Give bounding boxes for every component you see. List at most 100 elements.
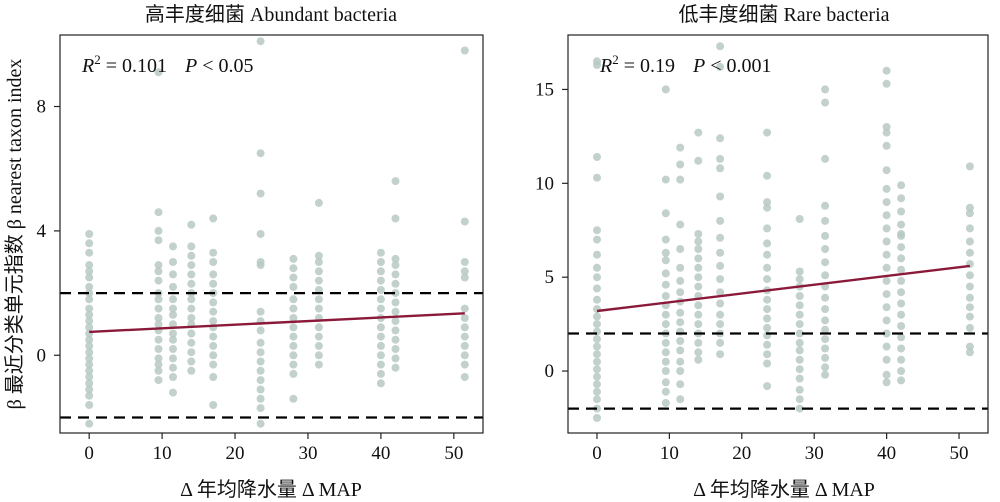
rare-data-point xyxy=(821,370,830,379)
abundant-data-point xyxy=(187,279,196,288)
abundant-data-point xyxy=(187,295,196,304)
rare-x-tick-label: 30 xyxy=(805,443,824,464)
abundant-data-point xyxy=(256,404,265,413)
abundant-data-point xyxy=(85,419,94,428)
abundant-data-point xyxy=(391,298,400,307)
abundant-plot-frame xyxy=(59,34,484,434)
rare-data-point xyxy=(593,153,601,161)
rare-data-point xyxy=(593,284,601,293)
rare-data-point xyxy=(661,348,670,357)
rare-data-point xyxy=(661,378,670,387)
rare-data-point xyxy=(965,224,974,233)
abundant-data-point xyxy=(169,335,177,344)
abundant-data-point xyxy=(314,332,323,341)
abundant-data-point xyxy=(460,323,469,332)
abundant-data-point xyxy=(391,289,400,298)
rare-data-point xyxy=(694,338,703,347)
abundant-data-point xyxy=(289,264,298,273)
rare-data-point xyxy=(593,250,601,259)
abundant-data-point xyxy=(289,360,298,369)
abundant-data-point xyxy=(256,348,265,357)
abundant-r2-value: = 0.101 xyxy=(101,55,167,77)
rare-data-point xyxy=(694,348,703,357)
abundant-data-point xyxy=(169,354,177,363)
abundant-data-point xyxy=(289,332,298,341)
rare-data-point xyxy=(593,414,601,422)
rare-data-point xyxy=(795,404,804,413)
abundant-data-point xyxy=(314,341,323,350)
abundant-data-point xyxy=(391,279,400,288)
abundant-data-point xyxy=(314,258,323,266)
abundant-data-point xyxy=(460,217,469,226)
abundant-data-point xyxy=(376,323,385,332)
abundant-data-point xyxy=(169,295,177,304)
rare-data-point xyxy=(897,310,906,319)
rare-data-point xyxy=(593,387,601,396)
rare-data-point xyxy=(716,42,725,51)
abundant-data-point xyxy=(85,341,94,350)
rare-data-point xyxy=(676,395,685,404)
abundant-data-point xyxy=(289,351,298,360)
abundant-data-point xyxy=(376,341,385,350)
rare-data-point xyxy=(821,245,830,253)
abundant-data-point xyxy=(85,289,94,298)
rare-data-point xyxy=(795,385,804,394)
rare-bacteria-panel: 低丰度细菌 Rare bacteria 0 10 20 30 40 50 0 5 10 15 R2… xyxy=(535,3,989,464)
abundant-data-point xyxy=(391,214,400,223)
abundant-data-point xyxy=(209,373,218,381)
abundant-data-point xyxy=(376,267,385,276)
abundant-data-point xyxy=(154,236,163,245)
rare-data-point xyxy=(897,243,906,252)
rare-data-point xyxy=(821,344,830,353)
rare-r2-value: = 0.19 xyxy=(619,55,675,77)
abundant-data-point xyxy=(209,401,218,409)
abundant-data-point xyxy=(154,267,163,276)
rare-data-point xyxy=(763,224,772,233)
abundant-data-point xyxy=(314,267,323,276)
abundant-data-point xyxy=(85,282,94,291)
rare-data-point xyxy=(965,248,974,257)
rare-data-point xyxy=(716,154,725,163)
rare-data-point xyxy=(694,310,703,319)
abundant-data-point xyxy=(376,286,385,294)
abundant-x-axis-label: Δ 年均降水量 Δ MAP xyxy=(180,478,362,501)
abundant-data-point xyxy=(391,270,400,279)
rare-data-point xyxy=(882,276,891,285)
abundant-data-point xyxy=(376,332,385,341)
abundant-data-point xyxy=(209,270,218,279)
rare-x-tick-label: 10 xyxy=(660,443,679,464)
abundant-data-point xyxy=(256,37,265,46)
rare-data-point xyxy=(897,254,906,263)
abundant-data-point xyxy=(256,357,265,366)
abundant-data-point xyxy=(391,261,400,270)
rare-data-point xyxy=(763,239,772,248)
rare-data-point xyxy=(882,378,891,387)
abundant-data-point xyxy=(314,276,323,285)
rare-data-point xyxy=(821,216,830,225)
rare-data-point xyxy=(716,310,725,319)
rare-data-point xyxy=(676,337,685,345)
rare-data-point xyxy=(965,209,974,218)
rare-x-axis-label: Δ 年均降水量 Δ MAP xyxy=(693,478,875,501)
abundant-plot-area: 0 10 20 30 40 50 0 4 8 xyxy=(37,37,483,464)
abundant-data-point xyxy=(376,295,385,304)
abundant-data-point xyxy=(187,314,196,322)
abundant-r2-superscript: 2 xyxy=(94,52,101,67)
abundant-data-point xyxy=(169,282,177,291)
rare-data-point xyxy=(821,154,830,163)
rare-data-point xyxy=(661,248,670,257)
rare-data-point xyxy=(716,233,725,242)
abundant-data-point xyxy=(391,177,400,186)
abundant-data-point xyxy=(187,304,196,313)
abundant-data-point xyxy=(169,320,177,329)
abundant-data-point xyxy=(376,304,385,313)
rare-data-point xyxy=(897,299,906,308)
abundant-data-point xyxy=(209,298,218,307)
abundant-data-point xyxy=(256,307,265,316)
abundant-data-point xyxy=(85,267,94,276)
rare-y-tick-label: 0 xyxy=(545,361,555,382)
abundant-x-tick-label: 40 xyxy=(371,443,390,464)
abundant-data-point xyxy=(289,341,298,350)
rare-data-point xyxy=(716,192,725,201)
rare-data-point xyxy=(795,346,804,355)
